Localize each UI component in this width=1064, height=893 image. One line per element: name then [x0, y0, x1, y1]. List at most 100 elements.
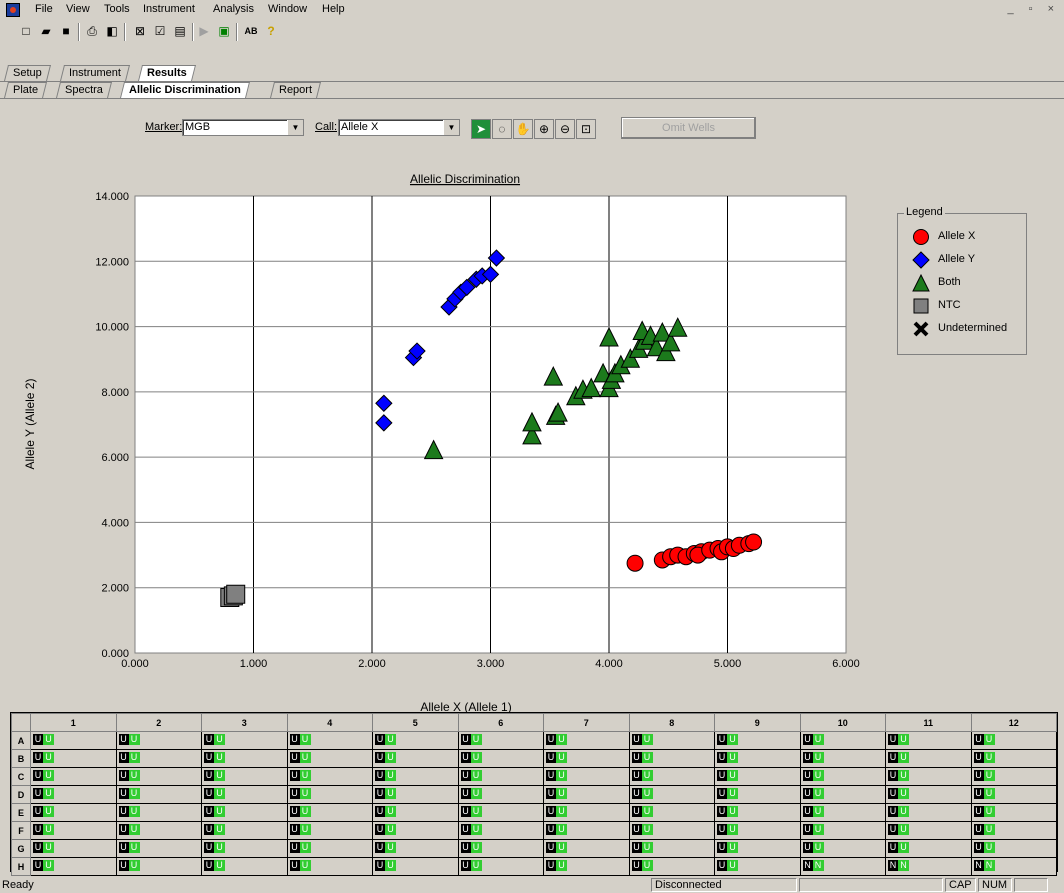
tab-setup[interactable]: Setup [4, 65, 51, 81]
omit-wells-button[interactable]: Omit Wells [621, 117, 756, 139]
plate-column-header[interactable]: 3 [201, 713, 288, 732]
call-select[interactable]: Allele X ▼ [338, 119, 460, 136]
plate-column-header[interactable]: 7 [543, 713, 630, 732]
both-point[interactable] [656, 341, 676, 362]
zoom-out-icon[interactable]: ⊖ [555, 119, 575, 139]
run-to-icon[interactable]: ▣ [218, 24, 230, 38]
both-point[interactable] [620, 348, 641, 368]
both-point[interactable] [660, 331, 681, 352]
marker-select[interactable]: MGB ▼ [182, 119, 304, 136]
zoom-in-icon[interactable]: ⊕ [534, 119, 554, 139]
plate-row-header[interactable]: G [11, 839, 31, 858]
plate-row-header[interactable]: H [11, 857, 31, 876]
plate-column-header[interactable]: 11 [885, 713, 972, 732]
ntc-point[interactable] [226, 584, 246, 604]
both-point[interactable] [667, 317, 688, 337]
plate-column-header[interactable]: 12 [970, 713, 1057, 732]
tab-spectra[interactable]: Spectra [56, 82, 112, 98]
both-point[interactable] [423, 439, 444, 460]
print-icon[interactable]: ⎙ [87, 24, 97, 38]
new-icon[interactable]: □ [22, 24, 30, 38]
allele-y-point[interactable] [375, 394, 393, 412]
chevron-down-icon[interactable]: ▼ [443, 120, 459, 135]
plate-row-header[interactable]: C [11, 767, 31, 786]
plate-column-header[interactable]: 4 [286, 713, 373, 732]
plate-row-header[interactable]: B [11, 749, 31, 768]
menu-window[interactable]: Window [268, 3, 308, 15]
plate-row-header[interactable]: F [11, 821, 31, 840]
allele-x-point[interactable] [745, 533, 763, 551]
plate-row-header[interactable]: D [11, 785, 31, 804]
both-point[interactable] [522, 424, 542, 445]
display-icon[interactable]: ▤ [174, 24, 186, 38]
help-icon[interactable]: ? [267, 24, 275, 38]
plate-row-header[interactable]: A [11, 731, 31, 750]
both-point[interactable] [548, 401, 568, 422]
tab-plate[interactable]: Plate [4, 82, 48, 98]
pan-tool-icon[interactable]: ✋ [513, 119, 533, 139]
plate-column-header[interactable]: 9 [714, 713, 801, 732]
window-buttons[interactable]: _ ▫ × [1007, 3, 1060, 15]
both-point[interactable] [543, 366, 564, 386]
tab-results[interactable]: Results [138, 65, 196, 81]
edit-icon[interactable]: ☑ [154, 24, 166, 38]
